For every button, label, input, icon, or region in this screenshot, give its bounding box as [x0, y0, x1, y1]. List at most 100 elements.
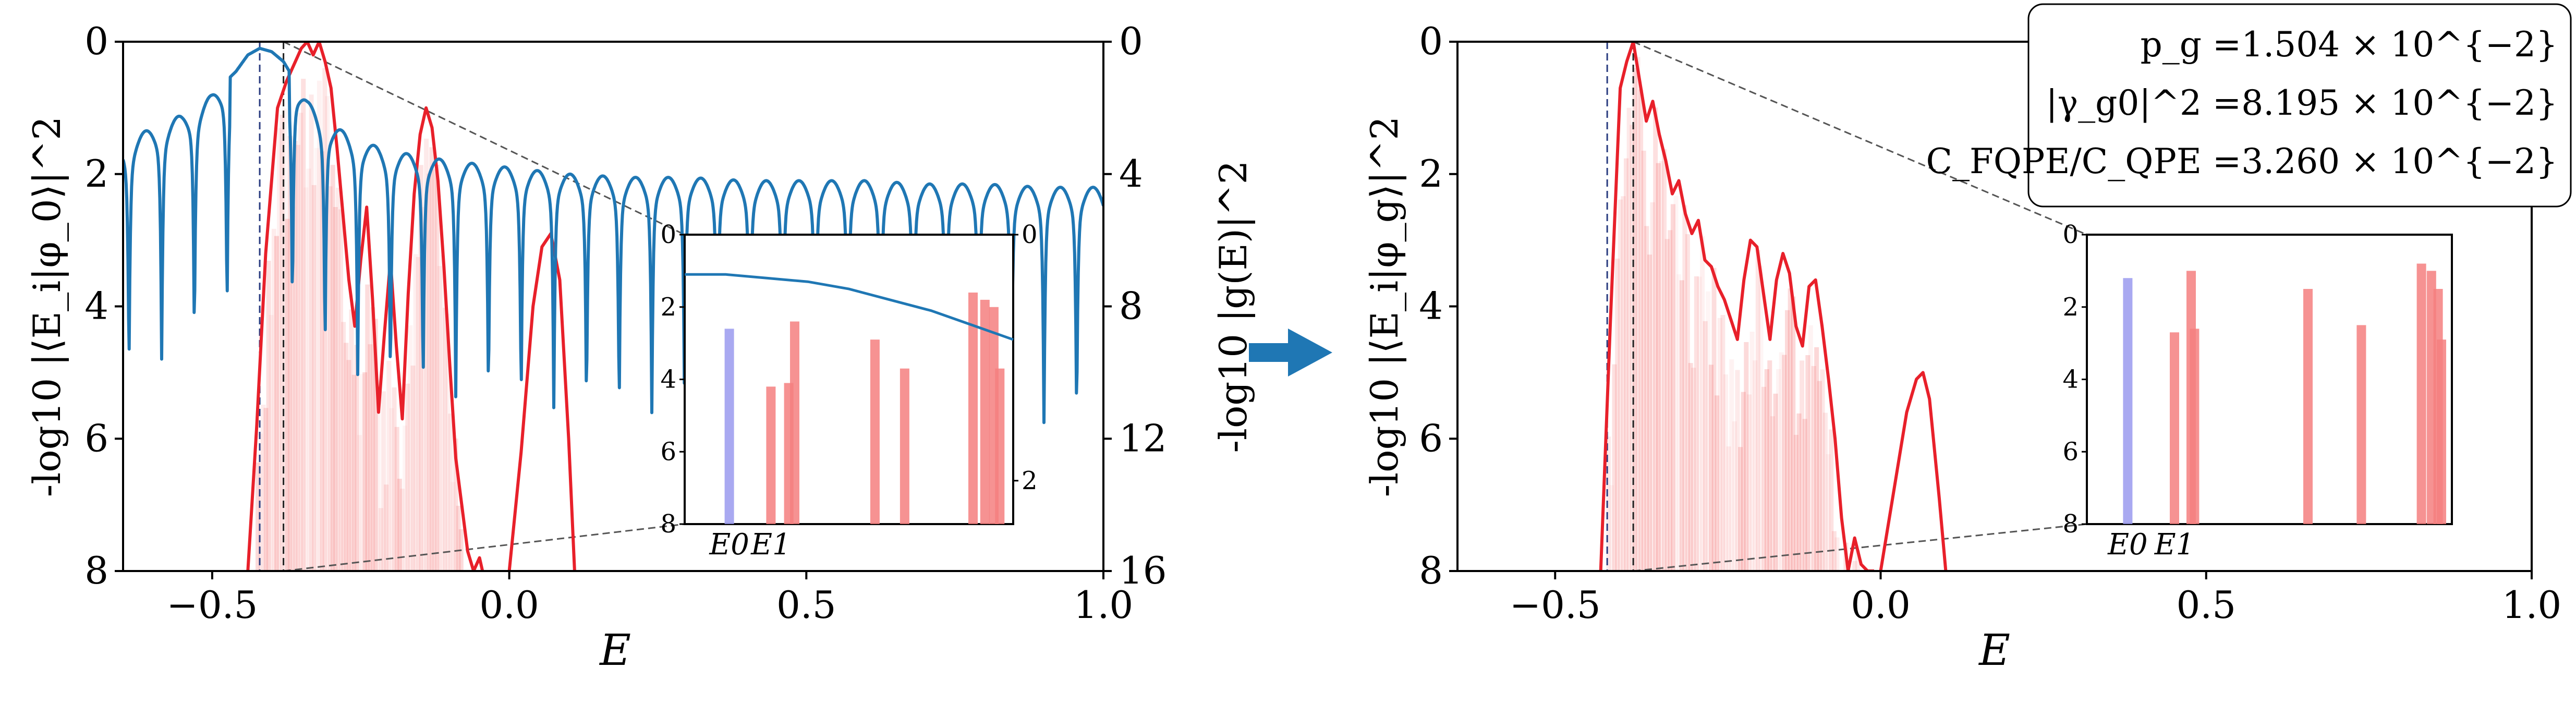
right-zoom-lines: [1633, 41, 2087, 572]
inset-bar: [2356, 325, 2366, 524]
shading-bar: [325, 96, 330, 571]
inset-xlabel-0: E0: [709, 528, 749, 562]
shading-bar: [392, 387, 397, 571]
shading-bar: [437, 266, 442, 571]
shading-bar: [341, 322, 346, 571]
annotation-line-0: p_g =1.504 × 10^{−2}: [2140, 25, 2558, 65]
shading-bar: [1670, 204, 1675, 571]
shading-bar: [1606, 436, 1611, 571]
inset-bar: [2303, 289, 2313, 524]
zoom-line-top: [283, 41, 685, 236]
inset-ytick-label: 4: [660, 365, 676, 394]
shading-bar: [1776, 369, 1781, 571]
shading-bar: [1817, 381, 1822, 571]
ytick-right-label: 12: [1119, 416, 1167, 460]
xtick-label: 1.0: [2502, 583, 2562, 627]
shading-bar: [1808, 325, 1813, 571]
shading-bar: [1793, 434, 1799, 571]
shading-bar: [1805, 355, 1811, 571]
inset-ytick-label: 8: [660, 509, 676, 539]
shading-bar: [317, 80, 322, 571]
left-ylabel-right: -log10 |g(E)|^2: [1211, 161, 1255, 453]
series-line-2: [123, 46, 1103, 424]
shading-bar: [1621, 196, 1626, 571]
ytick-label: 2: [1419, 152, 1443, 196]
shading-bar: [1659, 161, 1664, 571]
shading-bar: [320, 151, 325, 571]
shading-bar: [1609, 485, 1614, 571]
shading-bar: [456, 505, 461, 571]
shading-bar: [1852, 561, 1857, 571]
shading-bar: [1650, 202, 1655, 571]
shading-bar: [365, 284, 370, 571]
shading-bar: [335, 187, 341, 571]
inset-ytick-label: 2: [660, 293, 676, 322]
shading-bar: [432, 169, 437, 571]
shading-bar: [1800, 360, 1805, 571]
left-inset: 0 2 4 6 8 0 2 E0 E1: [660, 220, 1037, 562]
shading-bar: [421, 207, 426, 571]
inset-ytick-right-label: 0: [1022, 220, 1038, 249]
shading-bar: [399, 489, 405, 571]
shading-bar: [280, 114, 285, 571]
left-zoom-lines: [283, 41, 685, 572]
inset-bar: [2123, 278, 2133, 524]
inset-bar: [766, 386, 776, 524]
shading-bar: [362, 372, 368, 571]
shading-bar: [442, 308, 447, 571]
shading-bar: [448, 414, 453, 571]
series-line-1: [507, 232, 576, 571]
shading-bar: [1753, 360, 1758, 571]
shading-bar: [1653, 107, 1658, 571]
shading-bar: [368, 344, 373, 571]
ytick-label: 0: [1419, 19, 1443, 63]
shading-bar: [1770, 416, 1775, 571]
shading-bar: [1779, 352, 1784, 571]
shading-bar: [295, 144, 300, 571]
shading-bar: [410, 366, 416, 571]
shading-bar: [333, 207, 338, 571]
shading-bar: [354, 345, 359, 571]
shading-bar: [1700, 236, 1705, 571]
shading-bar: [386, 360, 392, 571]
shading-bar: [1717, 318, 1722, 571]
shading-bar: [360, 374, 365, 571]
ytick-right-label: 4: [1119, 152, 1143, 196]
inset-ytick-right-label: 2: [1022, 466, 1038, 495]
shading-bar: [1802, 419, 1807, 571]
shading-bar: [378, 508, 383, 571]
shading-bar: [373, 319, 378, 571]
shading-bar: [1676, 274, 1682, 571]
series-line-0: [246, 42, 484, 571]
xtick-label: 0.5: [2177, 583, 2237, 627]
left-inset-content: 0 2 4 6 8 0 2 E0 E1: [660, 220, 1037, 562]
shading-bar: [1826, 454, 1831, 571]
shading-bar: [1691, 368, 1696, 571]
shading-bar: [1723, 374, 1729, 571]
shading-bar: [1641, 150, 1646, 571]
shading-bar: [274, 236, 279, 571]
shading-bar: [403, 426, 408, 571]
inset-ytick-label: 8: [2062, 509, 2079, 539]
right-inset: 0 2 4 6 8 E0 E1: [2062, 220, 2453, 562]
inset-ytick-label: 4: [2062, 365, 2079, 394]
shading-bar: [1814, 347, 1819, 571]
left-shading-bars: [256, 68, 464, 571]
shading-bar: [1638, 89, 1644, 571]
inset-xlabel-1: E1: [750, 528, 791, 562]
ytick-label: 2: [84, 152, 108, 196]
shading-bar: [1679, 280, 1684, 571]
shading-bar: [389, 408, 394, 571]
shading-bar: [330, 165, 335, 571]
shading-bar: [298, 113, 303, 571]
ytick-label: 4: [84, 284, 108, 328]
shading-bar: [1767, 360, 1772, 571]
inset-ytick-label: 0: [660, 220, 676, 249]
inset-bar: [900, 368, 909, 524]
right-panel: −0.5 0.0 0.5 1.0 0 2 4 6 8 E -log10 |⟨E_i|φ_g⟩|^…: [1363, 3, 2572, 675]
shading-bar: [405, 383, 410, 571]
left-xlabel: E: [599, 626, 631, 675]
inset-bar: [724, 329, 734, 524]
inset-bar: [2190, 329, 2200, 524]
shading-bar: [1726, 446, 1731, 571]
